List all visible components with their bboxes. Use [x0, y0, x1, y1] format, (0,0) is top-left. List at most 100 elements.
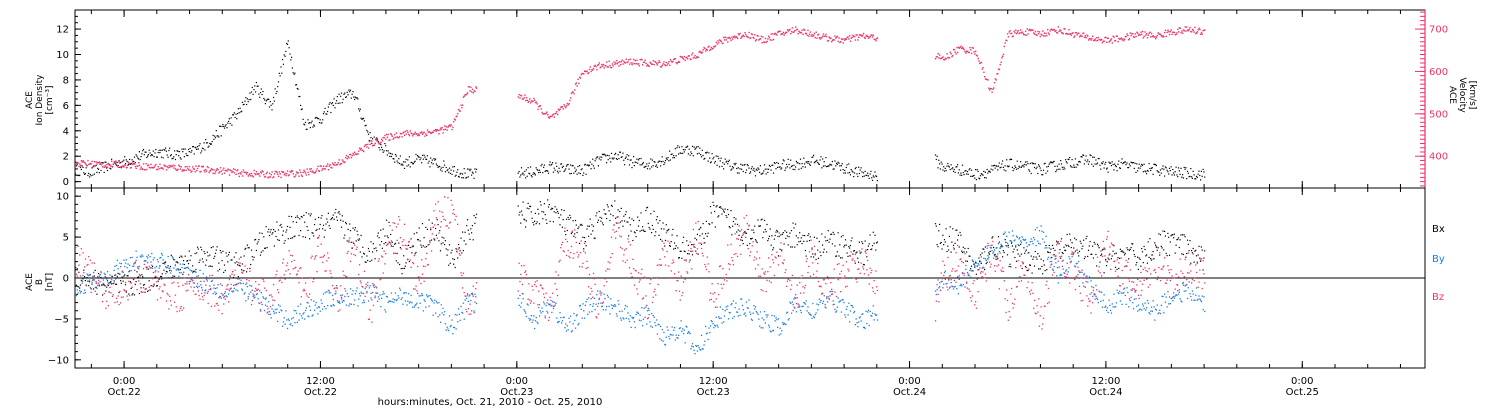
bx-series-point — [465, 243, 467, 245]
bx-series-point — [542, 218, 544, 220]
by-series-point — [847, 314, 849, 316]
by-series-point — [540, 312, 542, 314]
velocity-series-point — [733, 35, 735, 37]
bx-series-point — [635, 236, 637, 238]
velocity-series-point — [1104, 36, 1106, 39]
bx-series-point — [196, 246, 199, 248]
by-series-point — [138, 268, 140, 270]
by-series-point — [660, 339, 663, 341]
velocity-series-point — [401, 136, 403, 138]
bx-series-point — [301, 216, 303, 218]
velocity-series-point — [399, 132, 402, 135]
ion-density-series-point — [370, 137, 372, 139]
bx-series-point — [587, 225, 589, 227]
by-series-point — [328, 292, 330, 294]
ion-density-series-point — [77, 174, 79, 176]
ion-density-series-point — [787, 158, 789, 160]
velocity-series-point — [533, 97, 535, 100]
velocity-series-point — [567, 104, 569, 106]
velocity-series-point — [238, 175, 240, 178]
bx-series-point — [376, 250, 378, 252]
by-series-point — [331, 294, 334, 296]
ion-density-series-point — [864, 170, 866, 172]
velocity-series-point — [394, 136, 397, 139]
velocity-series-point — [562, 108, 564, 110]
by-series-point — [550, 299, 552, 302]
velocity-series-point — [423, 131, 425, 134]
velocity-series-point — [855, 34, 857, 36]
bx-series-point — [816, 237, 818, 239]
bx-series-point — [648, 226, 650, 229]
ion-density-series-point — [1052, 161, 1054, 163]
bx-series-point — [466, 219, 469, 221]
velocity-series-point — [627, 61, 629, 63]
ion-density-series-point — [561, 163, 563, 165]
bx-series-point — [198, 261, 200, 263]
velocity-series-point — [813, 34, 815, 36]
by-series-point — [325, 308, 327, 310]
by-series-point — [373, 284, 375, 286]
bx-series-point — [1173, 233, 1175, 235]
by-series-point — [973, 262, 975, 264]
velocity-series-point — [1197, 29, 1199, 31]
ion-density-series-point — [134, 162, 136, 164]
velocity-series-point — [349, 153, 352, 156]
by-series-point — [86, 273, 88, 275]
by-series-point — [1019, 237, 1021, 239]
bx-series-point — [92, 279, 94, 281]
ion-density-series-point — [1141, 163, 1143, 165]
bx-series-point — [543, 211, 545, 213]
bx-series-point — [156, 285, 158, 287]
bx-series-point — [357, 234, 359, 236]
velocity-series-point — [1051, 28, 1053, 30]
ion-density-series-point — [445, 166, 447, 169]
by-series-point — [690, 348, 692, 350]
bx-series-point — [1105, 258, 1107, 261]
velocity-series-point — [117, 166, 119, 168]
by-series-point — [601, 292, 603, 294]
velocity-series-point — [870, 34, 872, 36]
ion-density-series-point — [733, 163, 735, 165]
by-series-point — [859, 316, 861, 318]
bx-series-point — [462, 231, 464, 233]
velocity-series-point — [836, 35, 839, 38]
velocity-series-point — [745, 35, 748, 38]
velocity-series-point — [798, 30, 800, 32]
ion-density-series-point — [435, 158, 437, 160]
bx-series-point — [373, 248, 375, 250]
bx-series-point — [610, 204, 613, 206]
bx-series-point — [781, 250, 783, 252]
velocity-series-point — [969, 46, 971, 49]
bx-series-point — [211, 265, 213, 268]
ion-density-series-point — [1036, 166, 1038, 168]
velocity-series-point — [760, 35, 762, 38]
ion-density-series-point — [651, 159, 653, 161]
bx-series-point — [1061, 251, 1063, 254]
bx-series-point — [519, 211, 521, 213]
bx-series-point — [646, 207, 648, 209]
by-series-point — [795, 311, 798, 313]
bx-series-point — [387, 237, 389, 239]
ion-density-series-point — [1056, 169, 1058, 171]
velocity-series-point — [344, 161, 346, 163]
ion-density-series-point — [815, 160, 817, 162]
velocity-series-point — [829, 37, 831, 40]
bx-series-point — [409, 246, 411, 249]
ion-density-series-point — [156, 156, 158, 158]
ion-density-series-point — [203, 142, 205, 144]
velocity-series-point — [345, 154, 348, 157]
ion-density-series-point — [1140, 165, 1142, 167]
ion-density-series-point — [1132, 162, 1134, 164]
bx-series-point — [948, 235, 950, 237]
velocity-series-point — [647, 65, 650, 67]
bx-series-point — [869, 234, 871, 236]
ion-density-series-point — [345, 96, 347, 98]
velocity-series-point — [355, 153, 357, 155]
velocity-series-point — [354, 151, 356, 153]
velocity-series-point — [621, 59, 623, 61]
ion-density-series-point — [400, 164, 402, 166]
velocity-series-point — [171, 165, 173, 168]
bx-series-point — [657, 222, 659, 224]
bx-series-point — [996, 255, 998, 257]
ion-density-series-point — [1020, 161, 1022, 163]
